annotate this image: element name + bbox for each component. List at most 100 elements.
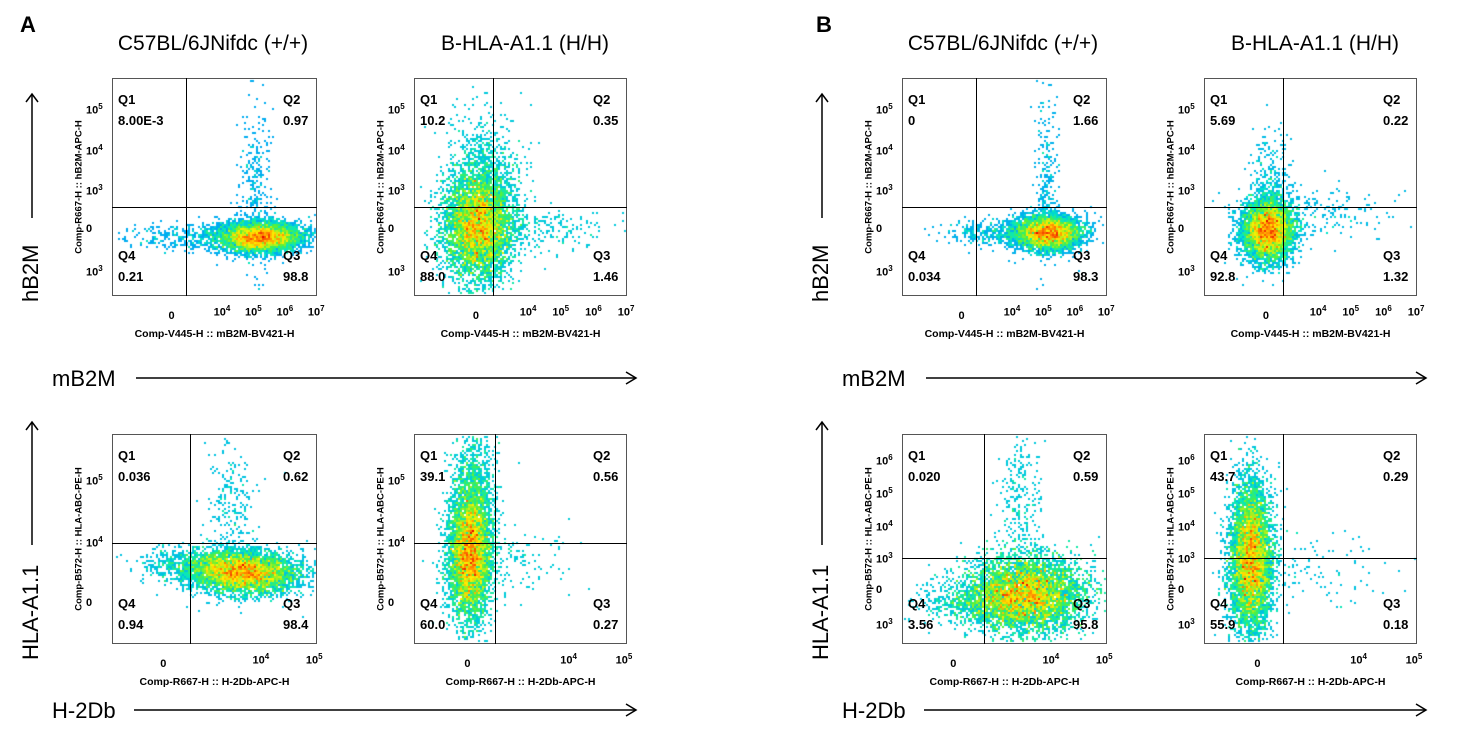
x-tick-label: 105: [1035, 304, 1052, 319]
x-tick-label: 104: [252, 652, 270, 667]
scatter-density: [414, 434, 627, 644]
x-axis-title: Comp-V445-H :: mB2M-BV421-H: [134, 328, 295, 340]
quadrant-name-q1: Q1: [118, 92, 136, 107]
x-tick-label: 105: [245, 304, 262, 319]
flow-plot: Q1 39.1 Q2 0.56 Q3 0.27 Q4 60.0: [414, 434, 627, 644]
quadrant-name-q3: Q3: [283, 248, 301, 263]
y-axis-title: Comp-R667-H :: hB2M-APC-H: [73, 120, 85, 254]
y-tick-label: 103: [876, 263, 893, 279]
quadrant-value-q2: 0.35: [593, 113, 619, 128]
panel-letter-b: B: [816, 12, 832, 37]
x-tick-label: 107: [307, 304, 325, 319]
quadrant-gate-horizontal: [414, 207, 627, 209]
x-axis-title: Comp-V445-H :: mB2M-BV421-H: [924, 328, 1085, 340]
y-tick-label: 103: [86, 263, 103, 279]
scatter-density: [414, 78, 627, 296]
plot-frame: [1204, 434, 1417, 644]
plot-frame: [112, 78, 317, 296]
quadrant-name-q4: Q4: [118, 248, 136, 263]
quadrant-name-q2: Q2: [1383, 92, 1401, 107]
x-axis-arrow: [924, 703, 1428, 717]
column-title: B-HLA-A1.1 (H/H): [440, 32, 610, 55]
quadrant-name-q4: Q4: [908, 248, 926, 263]
quadrant-value-q2: 0.97: [283, 113, 309, 128]
x-tick-label: 0: [160, 658, 167, 670]
y-tick-label: 105: [388, 473, 405, 488]
panel-letter-a: A: [20, 12, 36, 37]
quadrant-value-q4: 60.0: [420, 617, 446, 632]
x-tick-label: 107: [617, 304, 635, 319]
column-title: B-HLA-A1.1 (H/H): [1230, 32, 1400, 55]
quadrant-name-q2: Q2: [1383, 448, 1401, 463]
quadrant-gate-horizontal: [112, 543, 317, 545]
x-tick-label: 104: [519, 304, 537, 319]
y-tick-label: 104: [876, 142, 893, 158]
plot-frame: [112, 434, 317, 644]
quadrant-name-q1: Q1: [420, 92, 438, 107]
y-axis-arrow: [25, 420, 39, 545]
y-axis-title: Comp-R667-H :: hB2M-APC-H: [375, 120, 387, 254]
x-arrow-label: mB2M: [52, 366, 116, 391]
quadrant-name-q3: Q3: [1073, 248, 1091, 263]
y-tick-label: 103: [388, 183, 405, 198]
y-tick-label: 105: [1178, 485, 1195, 501]
y-tick-label: 106: [1178, 452, 1195, 468]
quadrant-value-q4: 92.8: [1210, 269, 1236, 284]
quadrant-value-q3: 1.32: [1383, 269, 1409, 284]
y-tick-label: 103: [388, 263, 405, 279]
flow-plot: Q1 0.036 Q2 0.62 Q3 98.4 Q4 0.94: [112, 434, 317, 644]
quadrant-gate-horizontal: [902, 558, 1107, 560]
x-axis-arrow: [136, 371, 638, 385]
y-arrow-label: HLA-A1.1: [808, 564, 833, 660]
quadrant-name-q3: Q3: [593, 248, 611, 263]
quadrant-value-q3: 95.8: [1073, 617, 1099, 632]
y-axis-title: Comp-B572-H :: HLA-ABC-PE-H: [863, 467, 875, 611]
x-tick-label: 106: [585, 304, 602, 319]
y-tick-label: 105: [876, 102, 893, 117]
plot-frame: [414, 434, 627, 644]
y-tick-label: 104: [388, 142, 405, 158]
quadrant-value-q3: 98.3: [1073, 269, 1099, 284]
scatter-density: [902, 78, 1107, 296]
scatter-density: [112, 434, 317, 644]
quadrant-gate-vertical: [495, 434, 497, 644]
quadrant-value-q2: 0.22: [1383, 113, 1409, 128]
x-tick-label: 104: [213, 304, 231, 319]
x-tick-label: 107: [1097, 304, 1115, 319]
y-tick-label: 0: [388, 223, 395, 236]
quadrant-value-q4: 55.9: [1210, 617, 1236, 632]
quadrant-value-q4: 3.56: [908, 617, 934, 632]
x-tick-label: 0: [958, 310, 965, 322]
x-tick-label: 107: [1407, 304, 1425, 319]
quadrant-value-q1: 43.7: [1210, 469, 1236, 484]
y-axis-title: Comp-B572-H :: HLA-ABC-PE-H: [1165, 467, 1177, 611]
y-tick-label: 103: [876, 551, 893, 567]
scatter-density: [902, 434, 1107, 644]
plot-frame: [414, 78, 627, 296]
quadrant-name-q2: Q2: [1073, 448, 1091, 463]
quadrant-name-q1: Q1: [118, 448, 136, 463]
quadrant-name-q3: Q3: [1073, 596, 1091, 611]
quadrant-value-q4: 0.034: [908, 269, 941, 284]
quadrant-name-q1: Q1: [1210, 448, 1228, 463]
quadrant-name-q4: Q4: [1210, 596, 1228, 611]
quadrant-gate-vertical: [186, 78, 188, 296]
quadrant-gate-vertical: [1283, 78, 1285, 296]
y-tick-label: 0: [876, 584, 883, 597]
quadrant-value-q1: 5.69: [1210, 113, 1236, 128]
flow-plot: Q1 0.020 Q2 0.59 Q3 95.8 Q4 3.56: [902, 434, 1107, 644]
x-arrow-label: H-2Db: [52, 698, 116, 723]
flow-plot: Q1 10.2 Q2 0.35 Q3 1.46 Q4 88.0: [414, 78, 627, 296]
scatter-density: [1204, 78, 1417, 296]
quadrant-name-q1: Q1: [908, 448, 926, 463]
column-title: C57BL/6JNifdc (+/+): [117, 32, 309, 55]
x-arrow-label: mB2M: [842, 366, 906, 391]
x-tick-label: 104: [1350, 652, 1367, 667]
quadrant-name-q4: Q4: [420, 248, 438, 263]
y-tick-label: 103: [1178, 551, 1195, 567]
quadrant-gate-vertical: [493, 78, 495, 296]
y-tick-label: 105: [1178, 102, 1195, 117]
quadrant-value-q1: 10.2: [420, 113, 446, 128]
quadrant-value-q2: 0.62: [283, 469, 309, 484]
quadrant-value-q1: 39.1: [420, 469, 446, 484]
